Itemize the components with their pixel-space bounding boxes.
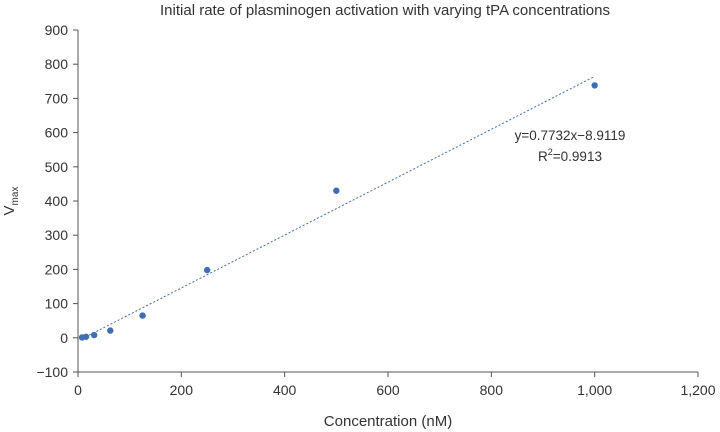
x-axis-title: Concentration (nM) xyxy=(324,413,452,430)
data-point xyxy=(82,333,90,340)
y-axis-title-sub: max xyxy=(10,187,21,206)
data-point xyxy=(107,327,114,334)
y-axis-title: Vmax xyxy=(1,187,21,216)
r2-value: =0.9913 xyxy=(553,149,602,164)
r-squared-label: R2=0.9913 xyxy=(538,147,602,164)
y-tick-label: 300 xyxy=(45,227,69,243)
y-tick-label: −100 xyxy=(36,364,68,380)
y-tick-label: 700 xyxy=(45,90,69,106)
data-point xyxy=(139,312,146,319)
chart-title: Initial rate of plasminogen activation w… xyxy=(160,2,610,19)
x-ticks: 0 200 400 600 800 1,000 1,200 xyxy=(74,372,716,398)
x-tick-label: 200 xyxy=(170,382,194,398)
x-tick-label: 800 xyxy=(480,382,504,398)
y-tick-label: 200 xyxy=(45,261,69,277)
y-tick-label: 100 xyxy=(45,296,69,312)
axes xyxy=(77,30,698,373)
x-tick-label: 0 xyxy=(74,382,82,398)
y-tick-label: 500 xyxy=(45,159,69,175)
r2-superscript: 2 xyxy=(548,147,553,157)
trendline-equation: y=0.7732x−8.9119 xyxy=(515,128,626,143)
y-tick-label: 600 xyxy=(45,125,69,141)
data-points xyxy=(78,82,598,341)
x-tick-label: 1,200 xyxy=(680,382,715,398)
y-tick-label: 0 xyxy=(60,330,68,346)
y-tick-label: 400 xyxy=(45,193,69,209)
data-point xyxy=(90,331,98,339)
data-point xyxy=(203,266,211,274)
data-point xyxy=(591,82,598,89)
x-tick-label: 400 xyxy=(273,382,297,398)
x-tick-label: 1,000 xyxy=(577,382,612,398)
x-tick-label: 600 xyxy=(376,382,400,398)
data-point xyxy=(333,187,340,194)
y-axis-title-main: V xyxy=(1,205,18,215)
r2-prefix: R xyxy=(538,149,548,164)
y-ticks: −100 0 100 200 300 400 500 600 700 800 900 xyxy=(36,22,78,380)
trendline xyxy=(81,75,595,340)
y-tick-label: 900 xyxy=(45,22,69,38)
y-tick-label: 800 xyxy=(45,56,69,72)
